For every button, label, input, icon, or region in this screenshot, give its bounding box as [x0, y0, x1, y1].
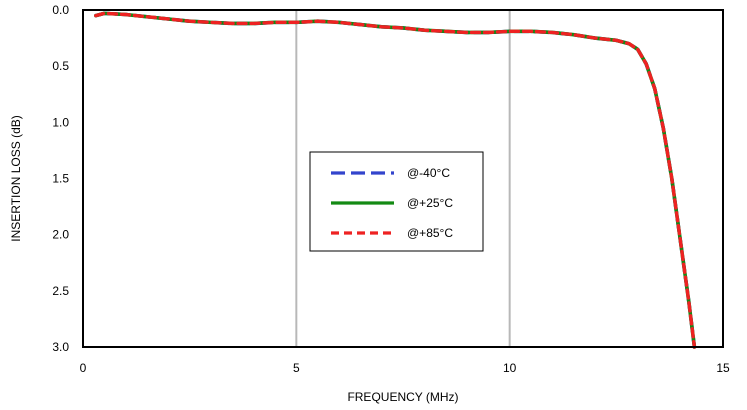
- legend-label-plus25: @+25°C: [407, 196, 453, 210]
- y-tick-label: 1.5: [52, 172, 69, 186]
- x-tick-labels: 0 5 10 15: [80, 361, 730, 375]
- legend-label-minus40: @-40°C: [407, 166, 450, 180]
- y-tick-label: 2.0: [52, 228, 69, 242]
- x-axis-title: FREQUENCY (MHz): [347, 390, 458, 404]
- y-tick-labels: 0.0 0.5 1.0 1.5 2.0 2.5 3.0: [52, 3, 69, 354]
- legend: @-40°C @+25°C @+85°C: [309, 151, 484, 252]
- series-line-plus85: [94, 11, 697, 349]
- x-tick-label: 0: [80, 361, 87, 375]
- y-tick-label: 1.0: [52, 115, 69, 129]
- series-lines: [94, 11, 697, 349]
- y-tick-label: 2.5: [52, 284, 69, 298]
- x-tick-label: 5: [293, 361, 300, 375]
- x-tick-label: 10: [503, 361, 517, 375]
- plot-frame: [82, 9, 724, 348]
- y-tick-label: 0.5: [52, 59, 69, 73]
- grid-lines: [295, 10, 511, 347]
- y-tick-label: 3.0: [52, 340, 69, 354]
- y-tick-label: 0.0: [52, 3, 69, 17]
- legend-label-plus85: @+85°C: [407, 226, 453, 240]
- x-tick-label: 15: [716, 361, 730, 375]
- y-axis-title: INSERTION LOSS (dB): [9, 115, 23, 241]
